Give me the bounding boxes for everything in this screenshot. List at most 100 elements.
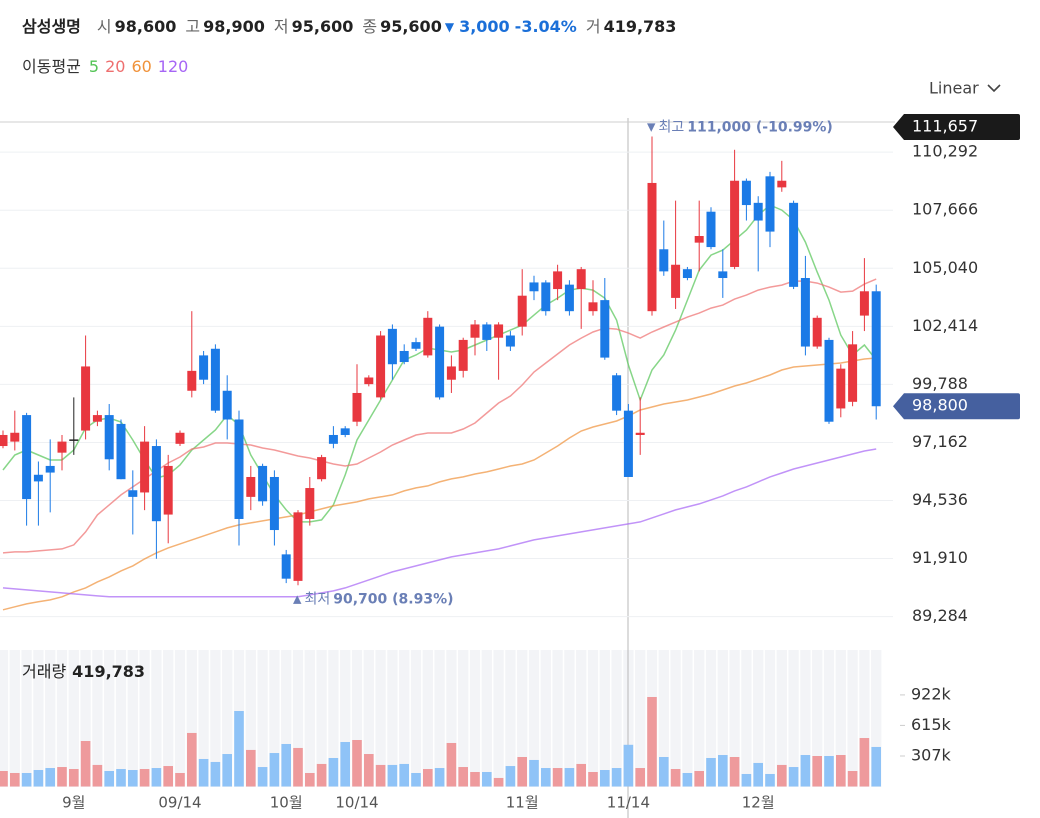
- volume-bar: [198, 758, 209, 787]
- x-tick-label: 10/14: [335, 794, 378, 812]
- volume-bar: [92, 764, 103, 787]
- candle-body: [765, 176, 775, 232]
- volume-bar: [541, 768, 551, 787]
- change-amount: 3,000: [459, 17, 510, 36]
- volume-bar: [623, 744, 634, 787]
- volume-bar: [812, 756, 822, 787]
- candle-body: [399, 350, 409, 363]
- ma-line: [2, 357, 877, 611]
- y-tick-label: 91,910: [912, 548, 968, 567]
- volume-bar: [552, 768, 563, 787]
- candle-body: [470, 324, 480, 338]
- scale-label[interactable]: Linear: [929, 79, 979, 98]
- volume-bar: [529, 759, 539, 787]
- x-tick-label: 09/14: [158, 794, 201, 812]
- volume-bar: [859, 738, 870, 787]
- candle-body: [659, 249, 669, 272]
- volume-bar: [729, 756, 740, 787]
- price-tag: [893, 114, 1020, 140]
- candle-body: [128, 490, 138, 497]
- candle-body: [446, 366, 456, 380]
- volume-bar: [116, 769, 126, 787]
- volume-bar: [564, 768, 575, 787]
- candle-body: [494, 324, 504, 338]
- volume-bar: [411, 772, 421, 787]
- volume-bar: [600, 770, 610, 787]
- volume-bar: [80, 741, 91, 787]
- price-tag-label: 111,657: [912, 117, 978, 136]
- candle-body: [57, 441, 67, 453]
- field-label: 고: [185, 17, 200, 36]
- candle-body: [92, 415, 102, 422]
- x-tick-label: 12월: [742, 794, 775, 812]
- candle-body: [293, 512, 303, 581]
- candle-body: [423, 317, 433, 356]
- legend-entry: 20: [105, 57, 125, 76]
- volume-bar: [446, 742, 457, 787]
- field-value: 95,600: [292, 17, 354, 36]
- y-tick-label: 107,666: [912, 200, 978, 219]
- volume-bar: [505, 766, 516, 787]
- volume-bar: [847, 771, 858, 787]
- candle-body: [741, 180, 751, 206]
- extreme-annotation: ▼ 최고 111,000 (-10.99%): [647, 120, 833, 136]
- volume-bar: [458, 767, 468, 787]
- candle-body: [222, 390, 232, 420]
- volume-bar: [269, 753, 280, 787]
- candle-body: [647, 182, 657, 312]
- volume-bar: [257, 767, 268, 787]
- volume-bar: [611, 768, 622, 787]
- candle-body: [352, 392, 362, 422]
- candle-body: [0, 434, 8, 447]
- field-value: 95,600: [380, 17, 442, 36]
- volume-bar: [151, 768, 162, 787]
- volume-bar: [316, 763, 327, 787]
- candle-body: [151, 446, 161, 522]
- volume-bar: [470, 771, 480, 787]
- field-label: 종: [362, 17, 377, 36]
- candle-body: [576, 269, 586, 290]
- annotation-value: 90,700 (8.93%): [333, 591, 453, 607]
- candle-body: [258, 465, 268, 502]
- ma-line: [2, 448, 877, 598]
- volume-bar: [517, 756, 527, 787]
- volume-bar: [706, 757, 716, 787]
- annotation-marker: ▼: [647, 121, 656, 134]
- volume-bar: [777, 764, 787, 787]
- volume-bar: [588, 771, 598, 787]
- candle-body: [564, 284, 574, 312]
- candle-body: [458, 339, 468, 371]
- volume-bar: [399, 763, 409, 787]
- candle-body: [600, 300, 610, 358]
- candle-body: [163, 465, 173, 515]
- x-tick-label: 11/14: [607, 794, 650, 812]
- scale-dropdown[interactable]: Linear: [929, 79, 1001, 98]
- candle-body: [199, 355, 209, 380]
- field-value: 98,600: [115, 17, 177, 36]
- candle-body: [730, 180, 740, 267]
- annotation-label: 최고: [658, 120, 684, 136]
- legend-entry: 60: [131, 57, 151, 76]
- candle-body: [541, 282, 551, 312]
- y-tick-label: 94,536: [912, 490, 968, 509]
- candle-body: [22, 415, 32, 500]
- price-tag: [893, 393, 1020, 420]
- candle-body: [694, 236, 704, 243]
- volume-bar: [375, 764, 386, 787]
- volume-bar: [222, 754, 232, 787]
- volume-bar: [0, 771, 8, 787]
- volume-bar: [293, 747, 303, 787]
- volume-bar: [659, 756, 669, 787]
- volume-bar: [10, 772, 20, 787]
- candle-body: [800, 278, 810, 347]
- annotation-label: 최저: [304, 591, 330, 607]
- candle-body: [777, 180, 787, 188]
- volume-bar: [69, 769, 79, 787]
- volume-bar: [21, 772, 32, 787]
- volume-bar: [364, 754, 374, 787]
- candle-body: [246, 476, 256, 497]
- candle-body: [871, 291, 881, 407]
- y-tick-label: 922k: [911, 684, 952, 703]
- dropdown-chevron[interactable]: [987, 84, 1001, 93]
